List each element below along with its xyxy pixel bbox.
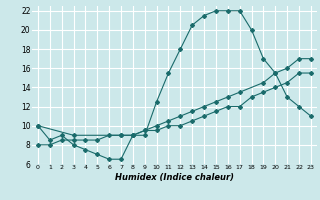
X-axis label: Humidex (Indice chaleur): Humidex (Indice chaleur) [115,173,234,182]
